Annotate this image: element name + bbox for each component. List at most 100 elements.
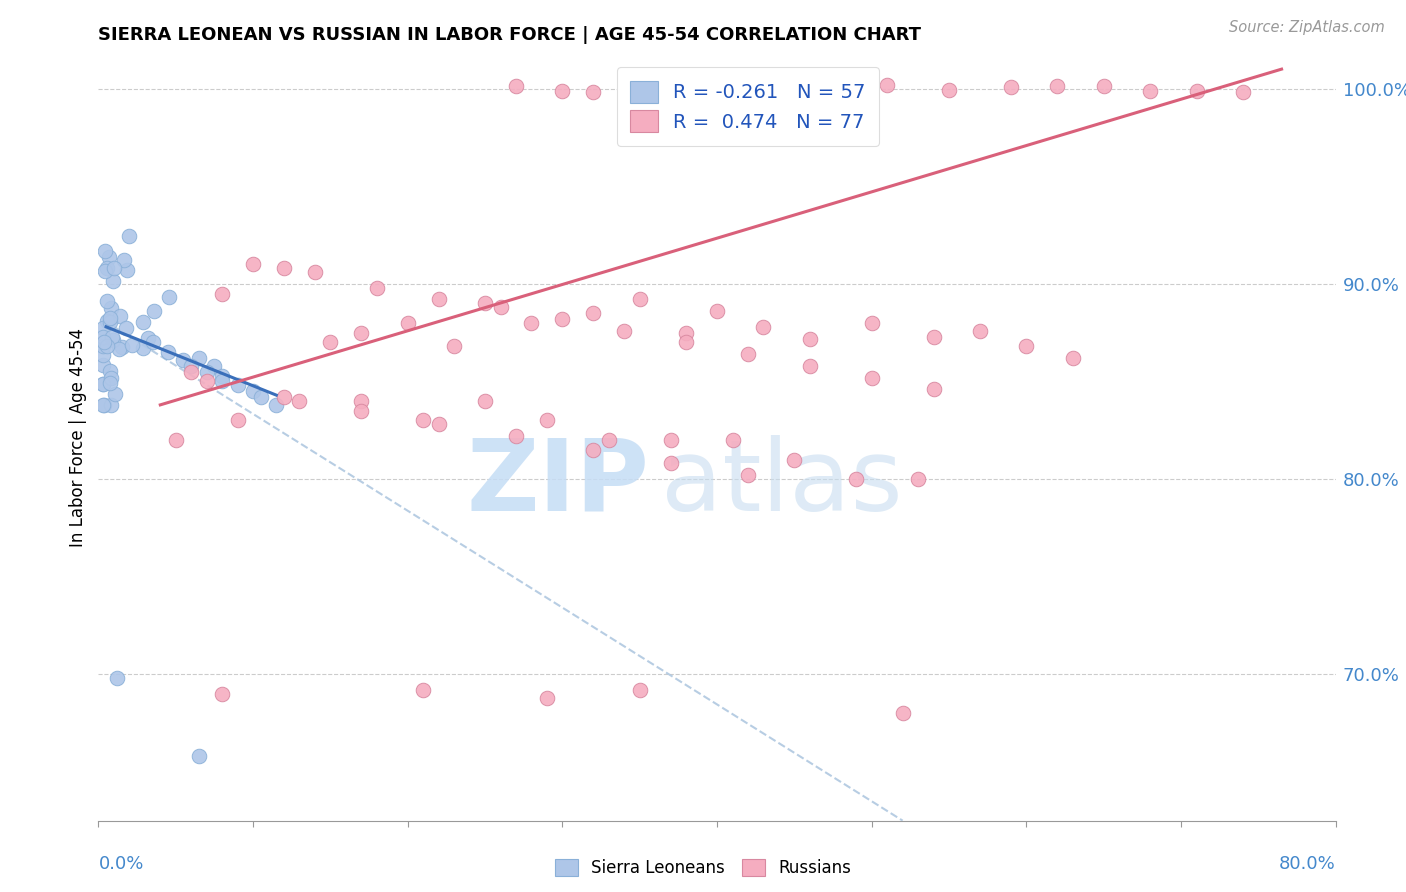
Point (319, 335, 342, 350)
Point (132, 342, 155, 356)
Point (288, 394, 311, 409)
Text: ZIP: ZIP (467, 434, 650, 532)
Point (98, 250, 121, 264)
Point (173, 353, 195, 368)
Point (582, 306, 605, 320)
Point (536, 690, 558, 705)
Point (520, 316, 543, 330)
Legend: R = -0.261   N = 57, R =  0.474   N = 77: R = -0.261 N = 57, R = 0.474 N = 77 (617, 67, 879, 146)
Point (737, 468, 759, 483)
Point (737, 83, 759, 97)
Point (91, 339, 114, 353)
Point (105, 671, 128, 685)
Point (250, 390, 273, 404)
Point (1000, 79, 1022, 94)
Point (304, 265, 326, 279)
Point (108, 309, 131, 323)
Point (103, 261, 125, 276)
Point (505, 429, 527, 443)
Point (690, 81, 713, 95)
Point (922, 329, 945, 343)
Point (242, 384, 264, 399)
Point (922, 382, 945, 396)
Point (93, 398, 115, 412)
Point (165, 433, 187, 447)
Text: atlas: atlas (661, 434, 903, 532)
Point (938, 83, 960, 97)
Point (273, 261, 295, 276)
Point (96, 294, 118, 309)
Point (443, 339, 465, 353)
Point (1232, 85, 1254, 99)
Point (112, 252, 135, 267)
Point (93, 334, 115, 349)
Point (551, 312, 574, 326)
Point (427, 293, 450, 307)
Point (195, 375, 218, 389)
Point (350, 403, 373, 417)
Point (211, 368, 233, 383)
Point (845, 472, 868, 486)
Point (98, 315, 121, 329)
Point (1139, 84, 1161, 98)
Point (108, 342, 131, 356)
Point (211, 286, 233, 301)
Point (659, 83, 682, 97)
Point (551, 84, 574, 98)
Point (91, 376, 114, 391)
Point (1185, 84, 1208, 98)
Point (628, 682, 651, 697)
Text: SIERRA LEONEAN VS RUSSIAN IN LABOR FORCE | AGE 45-54 CORRELATION CHART: SIERRA LEONEAN VS RUSSIAN IN LABOR FORCE… (98, 26, 921, 44)
Point (91, 398, 114, 412)
Point (114, 321, 136, 335)
Point (860, 316, 883, 330)
Point (111, 340, 134, 354)
Point (830, 84, 852, 98)
Point (96, 261, 118, 276)
Point (350, 326, 373, 340)
Point (91, 329, 114, 343)
Point (96, 314, 118, 328)
Point (366, 281, 388, 295)
Text: Source: ZipAtlas.com: Source: ZipAtlas.com (1229, 20, 1385, 35)
Point (115, 263, 138, 277)
Point (98, 364, 121, 378)
Point (91, 348, 114, 362)
Point (799, 359, 821, 373)
Point (132, 316, 155, 330)
Point (799, 331, 821, 345)
Point (396, 316, 419, 330)
Point (1092, 79, 1115, 94)
Point (157, 289, 180, 303)
Point (505, 78, 527, 93)
Point (659, 433, 682, 447)
Point (91, 377, 114, 392)
Point (737, 347, 759, 361)
Text: 0.0%: 0.0% (98, 855, 143, 873)
Point (142, 335, 165, 350)
Point (143, 304, 166, 318)
Point (121, 338, 143, 352)
Point (211, 687, 233, 701)
Point (412, 682, 434, 697)
Point (101, 274, 124, 288)
Point (891, 706, 914, 721)
Point (101, 334, 124, 348)
Point (211, 375, 233, 389)
Point (100, 376, 122, 391)
Legend: Sierra Leoneans, Russians: Sierra Leoneans, Russians (548, 852, 858, 884)
Point (799, 85, 821, 99)
Point (226, 378, 249, 392)
Point (1062, 351, 1084, 365)
Point (98, 311, 121, 326)
Point (350, 394, 373, 409)
Point (96, 338, 118, 352)
Point (628, 83, 651, 97)
Point (94, 264, 117, 278)
Point (91, 321, 114, 335)
Point (242, 257, 264, 271)
Point (427, 417, 450, 432)
Point (907, 472, 929, 486)
Point (675, 326, 697, 340)
Point (628, 293, 651, 307)
